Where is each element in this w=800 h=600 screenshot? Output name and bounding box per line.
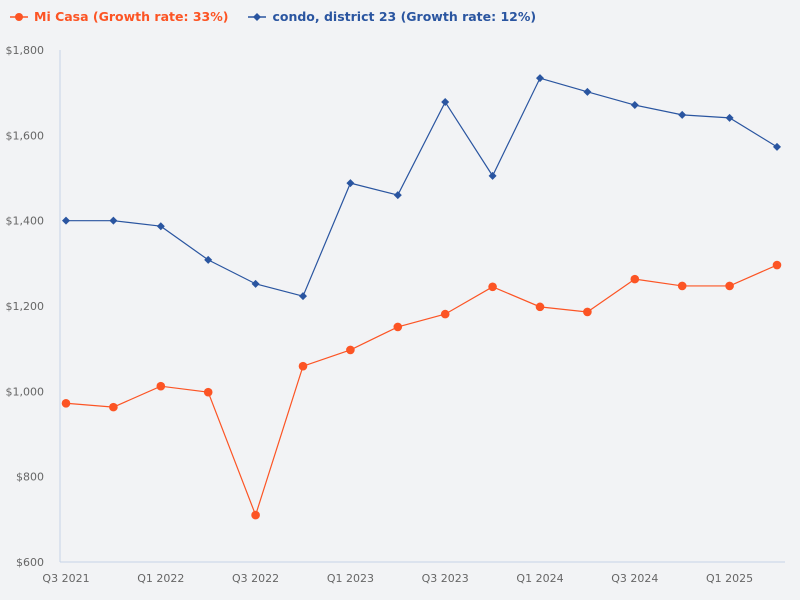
data-point: [298, 361, 308, 371]
data-point: [583, 307, 592, 317]
data-point: [109, 402, 118, 412]
data-point: [772, 260, 782, 270]
data-point: [488, 282, 497, 292]
data-point: [677, 281, 687, 291]
data-point: [251, 510, 260, 520]
y-tick-label: $600: [16, 556, 44, 569]
series-line: [65, 264, 778, 517]
data-point: [630, 101, 639, 110]
series-mi-casa: [61, 260, 782, 520]
x-tick-label: Q1 2023: [327, 572, 374, 585]
data-point: [536, 74, 544, 83]
data-point: [535, 302, 545, 312]
data-point: [773, 142, 781, 151]
y-tick-label: $1,800: [6, 44, 45, 57]
y-tick-label: $1,200: [6, 300, 45, 313]
data-point: [109, 216, 118, 225]
legend-item-condo[interactable]: condo, district 23 (Growth rate: 12%): [248, 9, 536, 24]
data-point: [583, 87, 592, 96]
data-point: [393, 191, 402, 200]
y-tick-label: $1,000: [6, 385, 45, 398]
diamond-marker-icon: [248, 12, 267, 21]
legend-label: condo, district 23 (Growth rate: 12%): [272, 9, 537, 24]
legend-label: Mi Casa (Growth rate: 33%): [34, 9, 229, 24]
circle-marker-icon: [10, 12, 28, 21]
series-line: [66, 77, 778, 297]
data-point: [156, 381, 166, 391]
x-tick-label: Q3 2023: [422, 572, 469, 585]
data-point: [346, 179, 355, 188]
y-tick-label: $1,400: [6, 215, 45, 228]
legend: Mi Casa (Growth rate: 33%) condo, distri…: [10, 9, 536, 24]
data-point: [678, 110, 687, 119]
x-tick-label: Q1 2024: [516, 572, 563, 585]
data-point: [346, 345, 355, 355]
y-tick-label: $1,600: [6, 129, 45, 142]
x-tick-label: Q3 2022: [232, 572, 279, 585]
data-point: [156, 222, 165, 231]
data-point: [630, 274, 640, 284]
data-point: [251, 279, 260, 288]
data-point: [203, 387, 213, 397]
legend-item-mi-casa[interactable]: Mi Casa (Growth rate: 33%): [10, 9, 228, 24]
data-point: [440, 309, 450, 319]
data-point: [61, 398, 71, 408]
x-tick-label: Q1 2022: [137, 572, 184, 585]
x-tick-label: Q3 2024: [611, 572, 658, 585]
y-tick-label: $800: [16, 471, 44, 484]
data-point: [488, 171, 497, 180]
data-point: [393, 322, 403, 332]
data-point: [299, 292, 307, 301]
x-tick-label: Q3 2021: [42, 572, 89, 585]
data-point: [204, 255, 213, 264]
data-point: [725, 113, 734, 122]
data-point: [441, 98, 450, 107]
x-tick-label: Q1 2025: [706, 572, 753, 585]
data-point: [62, 216, 70, 225]
data-point: [725, 281, 734, 291]
series-condo: [62, 74, 781, 301]
